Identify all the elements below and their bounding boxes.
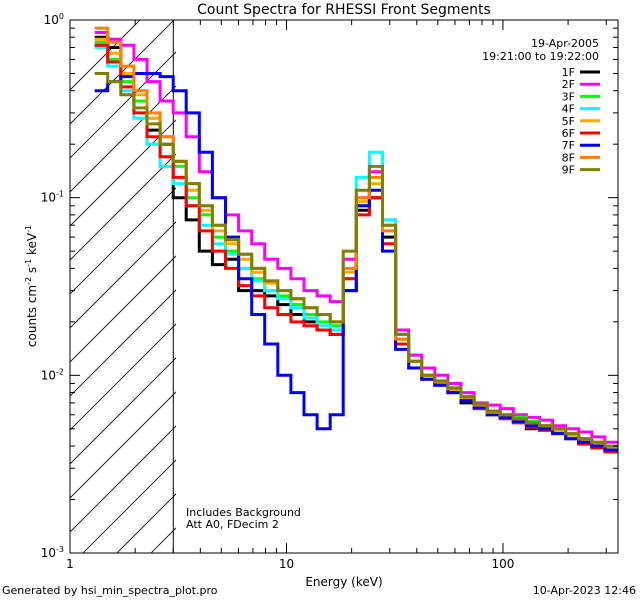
legend-label: 5F [562,115,575,128]
y-tick-label: 100 [44,12,64,27]
legend-label: 8F [562,151,575,164]
legend-label: 7F [562,139,575,152]
x-tick-label: 10 [279,557,294,571]
hatch-line [70,425,176,533]
legend-label: 1F [562,66,575,79]
time-range-annotation: 19:21:00 to 19:22:00 [482,50,599,63]
plot-frame [69,19,619,554]
attenuator-annotation: Att A0, FDecim 2 [186,518,279,531]
legend-label: 3F [562,90,575,103]
background-annotation: Includes Background [186,506,301,519]
hatch-line [70,51,176,159]
hatch-line [116,493,176,553]
date-annotation: 19-Apr-2005 [531,37,599,50]
hatch-line [70,187,176,295]
y-tick-label: 10-1 [41,190,64,205]
series-layer [94,26,618,454]
hatch-line [70,221,176,329]
chart-title: Count Spectra for RHESSI Front Segments [197,2,491,18]
y-tick-label: 10-2 [41,367,64,382]
generated-by-footer: Generated by hsi_min_spectra_plot.pro [2,584,218,597]
series-line-9F [94,72,618,448]
hatch-line [70,255,176,363]
axis-ticks: 1 10 100 10-3 10-2 10-1 100 [41,12,618,571]
hatch-line [70,20,175,125]
background-shaded-region [70,20,176,553]
hatch-line [82,459,176,553]
legend-label: 9F [562,164,575,177]
legend-label: 4F [562,103,575,116]
x-axis-label: Energy (keV) [305,575,382,589]
legend-label: 6F [562,127,575,140]
y-tick-label: 10-3 [41,545,64,560]
hatch-line [70,85,176,193]
legend-label: 2F [562,78,575,91]
x-tick-label: 1 [66,557,74,571]
hatch-line [70,391,176,499]
timestamp-footer: 10-Apr-2023 12:46 [533,584,636,597]
hatch-line [70,153,176,261]
y-axis-label: counts cm-2 s-1 keV-1 [24,225,39,347]
x-tick-label: 100 [491,557,514,571]
